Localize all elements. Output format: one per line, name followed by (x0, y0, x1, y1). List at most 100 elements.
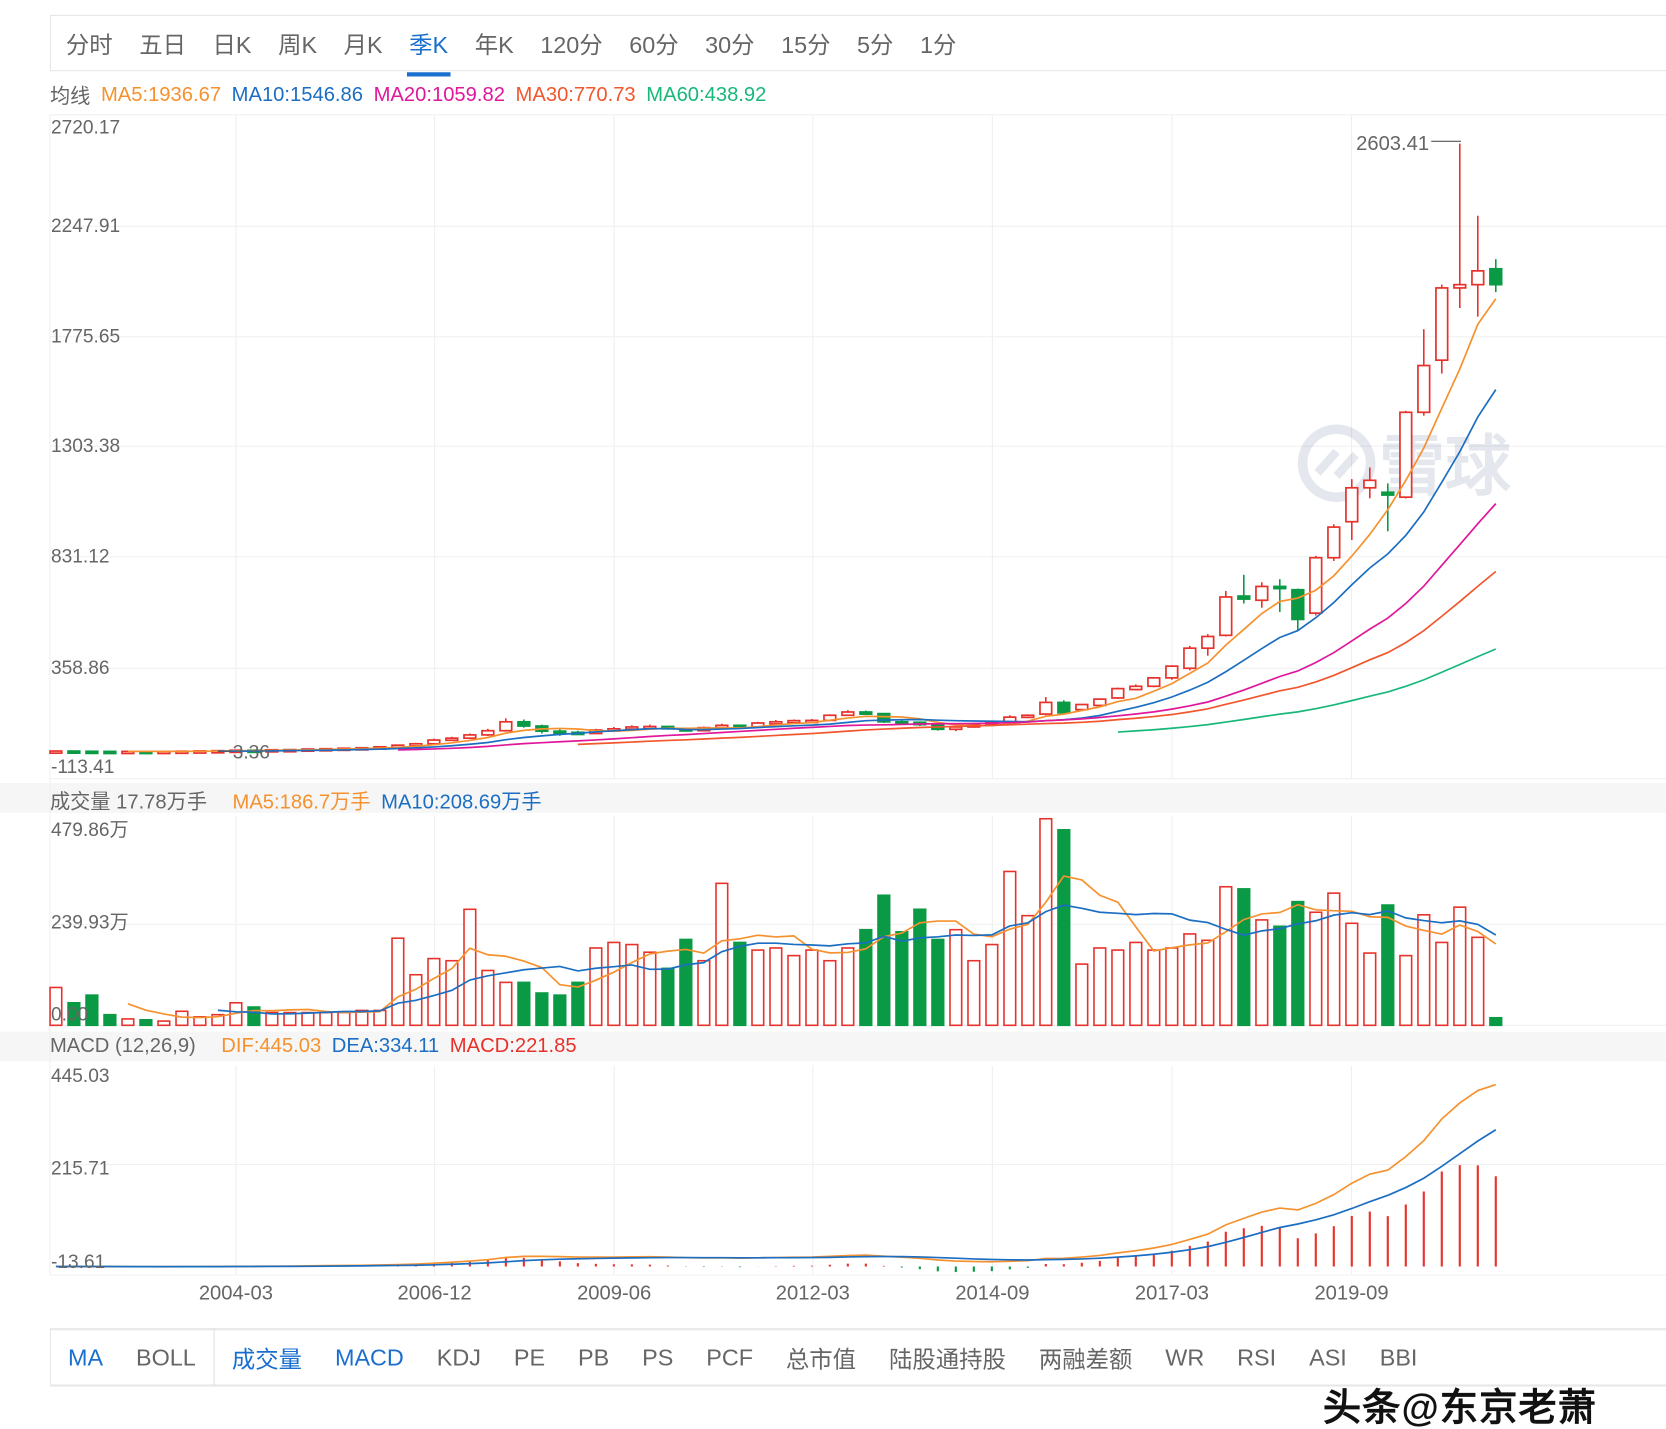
candle-body (1237, 595, 1251, 600)
candle (463, 733, 477, 740)
indicator-tab[interactable]: PS (642, 1343, 674, 1371)
indicator-tab[interactable]: BBI (1379, 1343, 1418, 1371)
indicator-tab[interactable]: ASI (1309, 1343, 1347, 1371)
indicator-tab[interactable]: 两融差额 (1038, 1345, 1133, 1373)
candle (1039, 697, 1053, 716)
indicator-tab[interactable]: PE (513, 1343, 546, 1371)
macd-series (55, 1083, 1497, 1273)
period-tab[interactable]: 日K (212, 31, 252, 58)
volume-bar (805, 949, 819, 1027)
ma30-line (577, 570, 1497, 746)
macd-legend-item: DIF:445.03 (221, 1034, 322, 1058)
candle (859, 710, 873, 715)
period-tab[interactable]: 分时 (65, 31, 113, 58)
candle-body (67, 750, 81, 755)
volume-bar (841, 947, 855, 1027)
candle-body (1219, 596, 1233, 637)
volume-bar (1003, 870, 1017, 1027)
period-tab[interactable]: 5分 (857, 31, 894, 58)
volume-bar (1129, 941, 1143, 1027)
indicator-tab[interactable]: MA (68, 1343, 104, 1371)
candle (1165, 665, 1179, 680)
candle (481, 728, 495, 736)
volume-bar (1201, 939, 1215, 1027)
indicator-tab[interactable]: BOLL (136, 1343, 196, 1371)
indicator-tab[interactable]: RSI (1237, 1343, 1277, 1371)
ma5-line (127, 298, 1497, 753)
candle (1129, 684, 1143, 691)
period-tab[interactable]: 周K (278, 31, 318, 58)
macd-legend-label: MACD (12,26,9) (49, 1034, 196, 1058)
price-axis-label: 1775.65 (51, 325, 121, 347)
period-tab[interactable]: 60分 (629, 31, 679, 58)
candle (1363, 467, 1377, 499)
candle (67, 750, 81, 755)
candle (1435, 284, 1449, 374)
candle-body (1039, 701, 1053, 715)
period-tab[interactable]: 30分 (705, 31, 755, 58)
macd-legend-item: MACD:221.85 (449, 1034, 577, 1058)
period-tab[interactable]: 五日 (139, 31, 186, 58)
indicator-tab[interactable]: MACD (334, 1343, 404, 1371)
indicator-tab[interactable]: PB (577, 1343, 610, 1371)
candle-body (1345, 486, 1359, 523)
grid-lines (49, 114, 1666, 1276)
candle-body (787, 719, 801, 724)
candle-body (1291, 588, 1305, 621)
price-axis-label: 2720.17 (51, 116, 121, 138)
date-axis-label: 2009-06 (577, 1282, 652, 1305)
indicator-tab[interactable]: 陆股通持股 (889, 1345, 1006, 1373)
volume-bar (1273, 925, 1287, 1027)
max-price-label: 2603.41 (1356, 133, 1429, 155)
period-tab[interactable]: 月K (343, 31, 383, 58)
volume-bar (67, 1001, 81, 1027)
volume-bar (1345, 922, 1359, 1027)
period-tab[interactable]: 15分 (781, 31, 831, 58)
candle-body (1453, 283, 1467, 289)
volume-bar (1111, 949, 1125, 1027)
volume-bar (139, 1018, 153, 1027)
candle (1219, 590, 1233, 637)
candle-body (517, 720, 531, 727)
candle-body (1255, 585, 1269, 602)
volume-bar (355, 1009, 369, 1027)
candle-body (1381, 491, 1395, 496)
volume-bar (1147, 949, 1161, 1027)
period-tab[interactable]: 120分 (540, 31, 603, 58)
period-tab[interactable]: 年K (474, 31, 514, 58)
candle (85, 750, 99, 755)
volume-bar (625, 943, 639, 1027)
ma-legend-item: MA60:438.92 (646, 83, 767, 106)
period-tab[interactable]: 季K (407, 26, 450, 76)
candle-body (85, 750, 99, 755)
volume-bar (481, 969, 495, 1027)
volume-bar (391, 937, 405, 1027)
indicator-tab[interactable]: WR (1165, 1343, 1205, 1371)
volume-bar (679, 938, 693, 1027)
min-price-label: 3.36 (233, 743, 270, 764)
volume-bar (247, 1006, 261, 1027)
volume-bar (1291, 900, 1305, 1027)
indicator-tab[interactable]: 总市值 (785, 1345, 857, 1373)
macd-legend-item: DEA:334.11 (331, 1034, 440, 1058)
ma20-line (397, 503, 1497, 751)
indicator-tab[interactable]: 成交量 (231, 1345, 303, 1373)
indicator-tab[interactable]: PCF (706, 1343, 753, 1371)
candle-body (445, 737, 459, 742)
candle (1471, 215, 1485, 317)
volume-bar (1039, 817, 1053, 1027)
volume-bar (913, 908, 927, 1027)
candle (1489, 259, 1503, 293)
date-axis-label: 2004-03 (198, 1282, 273, 1305)
volume-bar (571, 981, 585, 1027)
candle-body (1093, 698, 1107, 707)
volume-bar (1435, 941, 1449, 1027)
volume-bar (823, 959, 837, 1027)
volume-bar (607, 941, 621, 1027)
indicator-tab-bar: MA BOLL 成交量 MACD KDJ PE PB PS PCF 总市值 陆股通持股 两融差额 WR R… (49, 1328, 1666, 1387)
candle-body (463, 734, 477, 740)
period-tab[interactable]: 1分 (920, 31, 957, 58)
tab-divider (213, 1328, 215, 1387)
indicator-tab[interactable]: KDJ (436, 1343, 481, 1371)
